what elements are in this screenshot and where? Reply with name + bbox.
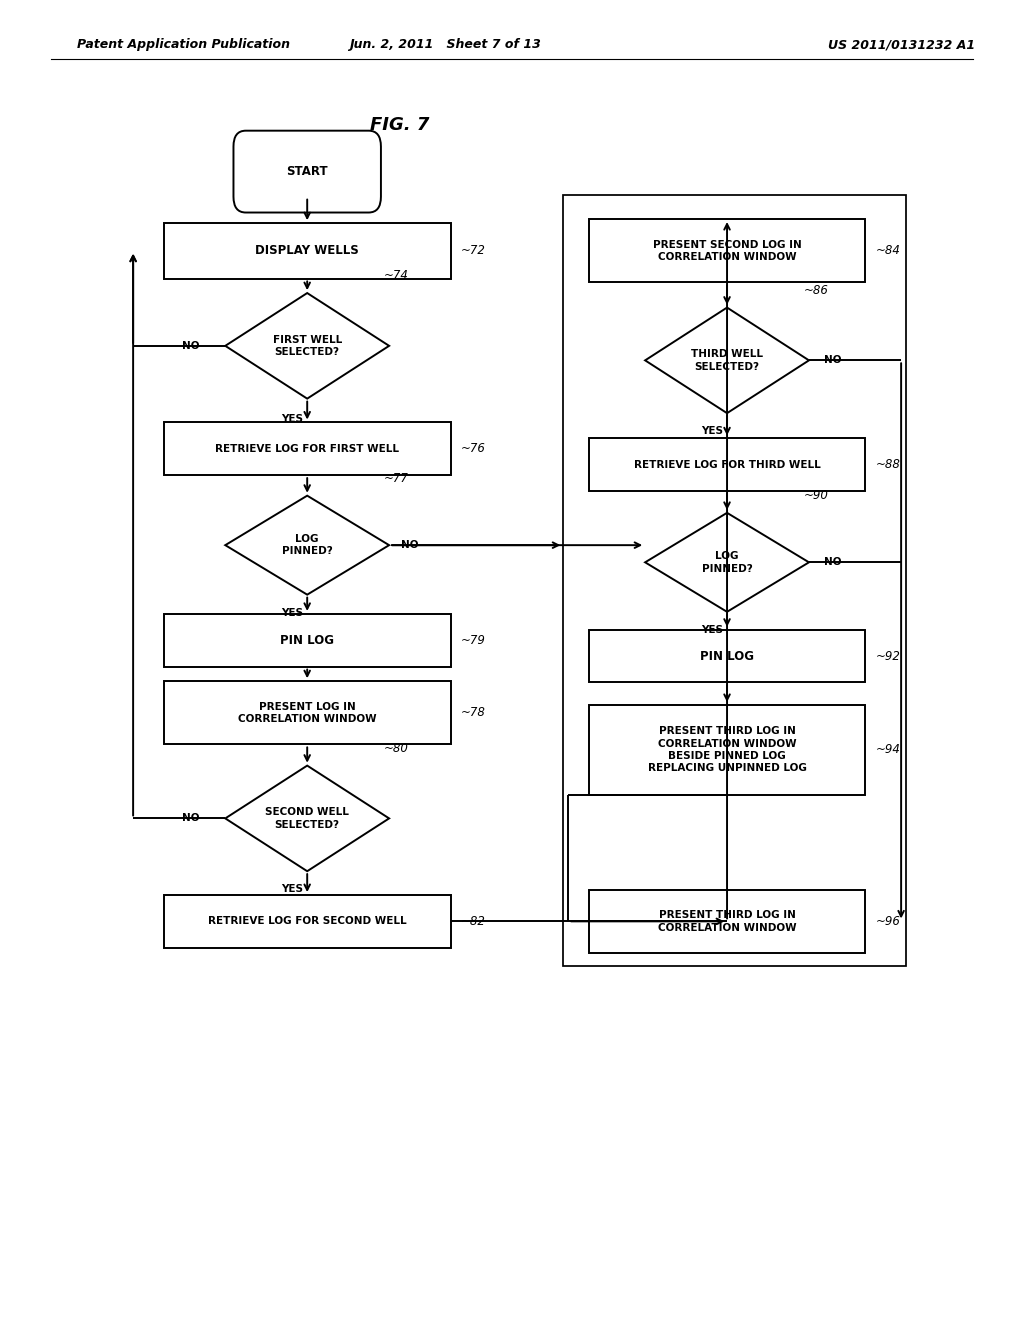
- Polygon shape: [225, 293, 389, 399]
- Text: ~84: ~84: [876, 244, 900, 257]
- Text: Patent Application Publication: Patent Application Publication: [77, 38, 290, 51]
- FancyBboxPatch shape: [164, 895, 451, 948]
- Text: PRESENT LOG IN
CORRELATION WINDOW: PRESENT LOG IN CORRELATION WINDOW: [238, 702, 377, 723]
- Text: YES: YES: [281, 884, 303, 895]
- Text: RETRIEVE LOG FOR THIRD WELL: RETRIEVE LOG FOR THIRD WELL: [634, 459, 820, 470]
- FancyBboxPatch shape: [589, 630, 865, 682]
- FancyBboxPatch shape: [589, 438, 865, 491]
- FancyBboxPatch shape: [589, 219, 865, 282]
- Text: NO: NO: [824, 557, 842, 568]
- Text: PIN LOG: PIN LOG: [700, 649, 754, 663]
- Text: ~79: ~79: [461, 634, 485, 647]
- Text: ~77: ~77: [384, 473, 409, 486]
- Polygon shape: [225, 766, 389, 871]
- Text: ~94: ~94: [876, 743, 900, 756]
- Text: SECOND WELL
SELECTED?: SECOND WELL SELECTED?: [265, 808, 349, 829]
- Text: NO: NO: [401, 540, 419, 550]
- Text: ~88: ~88: [876, 458, 900, 471]
- Text: ~82: ~82: [461, 915, 485, 928]
- Text: ~96: ~96: [876, 915, 900, 928]
- Text: ~76: ~76: [461, 442, 485, 455]
- Text: PRESENT THIRD LOG IN
CORRELATION WINDOW
BESIDE PINNED LOG
REPLACING UNPINNED LOG: PRESENT THIRD LOG IN CORRELATION WINDOW …: [647, 726, 807, 774]
- Text: ~74: ~74: [384, 269, 409, 282]
- Text: ~90: ~90: [804, 490, 828, 503]
- FancyBboxPatch shape: [164, 614, 451, 667]
- Text: FIG. 7: FIG. 7: [370, 116, 429, 135]
- Text: ~92: ~92: [876, 649, 900, 663]
- Text: RETRIEVE LOG FOR FIRST WELL: RETRIEVE LOG FOR FIRST WELL: [215, 444, 399, 454]
- FancyBboxPatch shape: [164, 422, 451, 475]
- Text: ~86: ~86: [804, 284, 828, 297]
- Text: ~78: ~78: [461, 706, 485, 719]
- Text: ~80: ~80: [384, 742, 409, 755]
- FancyBboxPatch shape: [164, 223, 451, 279]
- Text: ~72: ~72: [461, 244, 485, 257]
- Polygon shape: [225, 496, 389, 594]
- Text: NO: NO: [182, 813, 200, 824]
- FancyBboxPatch shape: [233, 131, 381, 213]
- FancyBboxPatch shape: [589, 705, 865, 795]
- Text: NO: NO: [824, 355, 842, 366]
- Text: US 2011/0131232 A1: US 2011/0131232 A1: [827, 38, 975, 51]
- Text: LOG
PINNED?: LOG PINNED?: [282, 535, 333, 556]
- Text: RETRIEVE LOG FOR SECOND WELL: RETRIEVE LOG FOR SECOND WELL: [208, 916, 407, 927]
- Text: PRESENT THIRD LOG IN
CORRELATION WINDOW: PRESENT THIRD LOG IN CORRELATION WINDOW: [657, 911, 797, 932]
- Text: YES: YES: [700, 426, 723, 437]
- Text: START: START: [287, 165, 328, 178]
- Polygon shape: [645, 513, 809, 612]
- FancyBboxPatch shape: [164, 681, 451, 744]
- Text: LOG
PINNED?: LOG PINNED?: [701, 552, 753, 573]
- Text: PRESENT SECOND LOG IN
CORRELATION WINDOW: PRESENT SECOND LOG IN CORRELATION WINDOW: [652, 240, 802, 261]
- Text: PIN LOG: PIN LOG: [281, 634, 334, 647]
- Text: YES: YES: [281, 607, 303, 618]
- Text: YES: YES: [700, 626, 723, 635]
- Text: DISPLAY WELLS: DISPLAY WELLS: [255, 244, 359, 257]
- Text: FIRST WELL
SELECTED?: FIRST WELL SELECTED?: [272, 335, 342, 356]
- Text: Jun. 2, 2011   Sheet 7 of 13: Jun. 2, 2011 Sheet 7 of 13: [349, 38, 542, 51]
- Text: NO: NO: [182, 341, 200, 351]
- Text: THIRD WELL
SELECTED?: THIRD WELL SELECTED?: [691, 350, 763, 371]
- FancyBboxPatch shape: [589, 890, 865, 953]
- Polygon shape: [645, 308, 809, 413]
- Text: YES: YES: [281, 414, 303, 425]
